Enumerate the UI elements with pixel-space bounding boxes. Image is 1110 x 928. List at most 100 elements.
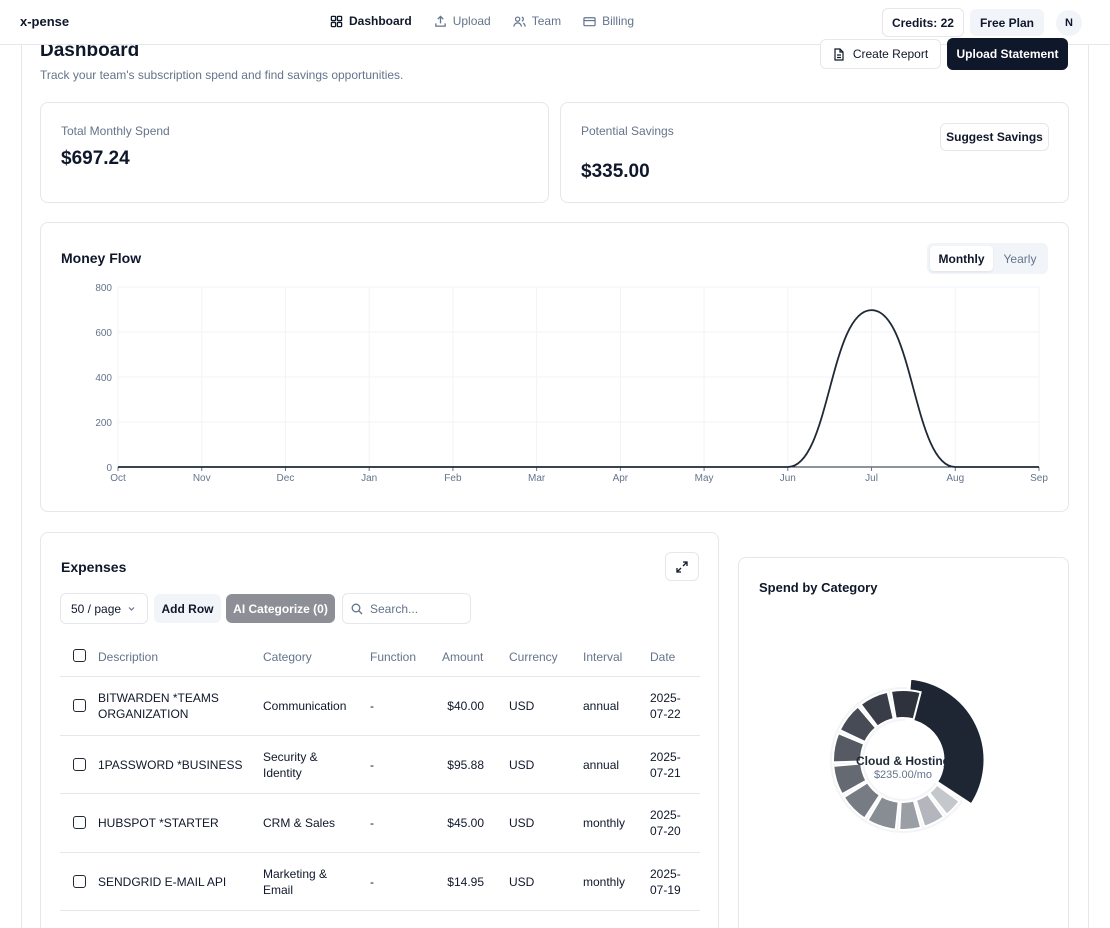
monthly-toggle[interactable]: Monthly (930, 246, 993, 271)
col-description[interactable]: Description (98, 650, 159, 664)
table-row[interactable]: BITWARDEN *TEAMS ORGANIZATION Communicati… (60, 676, 700, 735)
donut-segment[interactable] (866, 794, 900, 831)
avatar[interactable]: N (1056, 9, 1082, 36)
add-row-button[interactable]: Add Row (154, 594, 221, 623)
page-size-value: 50 / page (71, 601, 122, 616)
search-icon (351, 603, 363, 614)
document-icon (834, 47, 844, 61)
row-description: 1PASSWORD *BUSINESS (98, 758, 243, 772)
account-actions: Credits: 22 Free Plan N (881, 8, 1082, 37)
row-checkbox[interactable] (73, 758, 86, 771)
row-interval: annual (583, 699, 620, 713)
row-checkbox[interactable] (73, 699, 86, 712)
col-function[interactable]: Function (370, 650, 417, 664)
row-description: HUBSPOT *STARTER (98, 816, 219, 830)
row-amount: $40.00 (447, 699, 484, 713)
donut-segment[interactable] (859, 690, 895, 728)
donut-segment[interactable] (832, 762, 868, 796)
row-currency: USD (509, 758, 535, 772)
upload-statement-button[interactable]: Upload Statement (947, 38, 1068, 70)
nav-upload[interactable]: Upload (434, 14, 491, 28)
col-date[interactable]: Date (650, 650, 676, 664)
yearly-toggle[interactable]: Yearly (1003, 251, 1037, 266)
page-subtitle: Track your team's subscription spend and… (40, 68, 404, 82)
row-amount: $45.00 (447, 816, 484, 830)
nav-team[interactable]: Team (513, 14, 561, 28)
donut-segment[interactable] (914, 792, 946, 828)
potential-savings-card: Potential Savings $335.00 Suggest Saving… (560, 102, 1069, 203)
row-currency: USD (509, 699, 535, 713)
row-category: CRM & Sales (263, 816, 336, 830)
row-function: - (370, 758, 374, 772)
donut-segment[interactable] (889, 689, 922, 721)
spend-by-category-card: Spend by Category (738, 557, 1069, 928)
money-flow-title: Money Flow (61, 250, 142, 266)
expand-icon (676, 560, 688, 573)
money-flow-card: Money Flow (40, 222, 1069, 512)
expenses-card: Expenses (40, 532, 719, 928)
page-title: Dashboard (40, 40, 140, 61)
row-interval: monthly (583, 875, 626, 889)
row-currency: USD (509, 875, 535, 889)
total-spend-value: $697.24 (61, 148, 130, 169)
row-interval: annual (583, 758, 620, 772)
row-date: 2025- 07-22 (650, 691, 681, 721)
donut-segment-highlighted[interactable] (904, 676, 987, 808)
app-logo[interactable]: x-pense (20, 14, 70, 29)
plan-button[interactable]: Free Plan (969, 9, 1044, 36)
create-report-button[interactable]: Create Report (820, 39, 941, 69)
nav-billing-label: Billing (602, 14, 635, 28)
spend-by-category-title: Spend by Category (759, 580, 878, 595)
table-row[interactable] (60, 910, 700, 928)
suggest-savings-button[interactable]: Suggest Savings (940, 123, 1049, 151)
page-size-select[interactable]: 50 / page (60, 593, 148, 624)
col-amount[interactable]: Amount (442, 650, 484, 664)
total-spend-label: Total Monthly Spend (61, 124, 170, 138)
donut-segment[interactable] (898, 799, 923, 831)
expenses-title: Expenses (61, 559, 127, 575)
row-category: Marketing & Email (263, 867, 328, 897)
nav-dashboard-label: Dashboard (349, 14, 412, 28)
nav-billing[interactable]: Billing (583, 14, 634, 28)
nav-team-label: Team (531, 14, 562, 28)
top-navbar: x-pense Dashboard Upload Team Billing Cr… (0, 0, 1110, 45)
row-date: 2025- 07-20 (650, 808, 681, 838)
potential-savings-label: Potential Savings (581, 124, 674, 138)
nav-dashboard[interactable]: Dashboard (330, 14, 412, 28)
users-icon (513, 15, 526, 27)
search-placeholder: Search... (370, 601, 419, 616)
donut-segment[interactable] (927, 783, 961, 817)
category-center-label: Cloud & Hosting (856, 754, 950, 768)
table-row[interactable]: SENDGRID E-MAIL API Marketing & Email - $… (60, 852, 700, 911)
chevron-down-icon (128, 607, 135, 611)
select-all-checkbox[interactable] (73, 649, 86, 662)
col-category[interactable]: Category (263, 650, 312, 664)
row-description: BITWARDEN *TEAMS ORGANIZATION (98, 691, 219, 721)
main-nav: Dashboard Upload Team Billing (330, 14, 634, 28)
credit-card-icon (583, 16, 596, 26)
create-report-label: Create Report (852, 47, 929, 61)
potential-savings-value: $335.00 (581, 161, 650, 182)
search-field[interactable]: Search... (342, 593, 471, 624)
table-row[interactable]: HUBSPOT *STARTER CRM & Sales - $45.00 US… (60, 793, 700, 852)
row-date: 2025- 07-21 (650, 750, 681, 780)
upload-icon (434, 14, 446, 27)
total-spend-card: Total Monthly Spend $697.24 (40, 102, 549, 203)
credits-button[interactable]: Credits: 22 (881, 8, 964, 37)
row-function: - (370, 699, 374, 713)
donut-segment[interactable] (838, 705, 878, 744)
row-currency: USD (509, 816, 535, 830)
col-interval[interactable]: Interval (583, 650, 623, 664)
grid-icon (330, 15, 343, 27)
donut-segment[interactable] (842, 780, 882, 820)
row-category: Security & Identity (263, 750, 318, 780)
ai-categorize-button[interactable]: AI Categorize (0) (226, 594, 335, 623)
col-currency[interactable]: Currency (509, 650, 558, 664)
donut-segment[interactable] (832, 731, 866, 764)
row-checkbox[interactable] (73, 816, 86, 829)
expand-button[interactable] (665, 552, 699, 581)
row-function: - (370, 875, 374, 889)
nav-upload-label: Upload (452, 14, 491, 28)
table-row[interactable]: 1PASSWORD *BUSINESS Security & Identity -… (60, 735, 700, 794)
row-checkbox[interactable] (73, 875, 86, 888)
